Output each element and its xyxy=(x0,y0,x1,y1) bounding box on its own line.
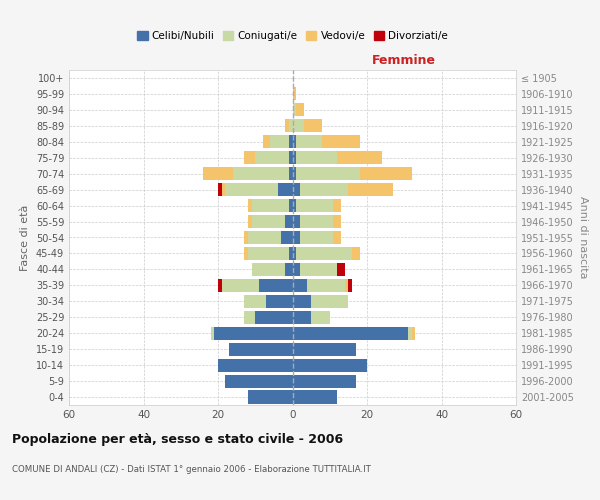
Bar xyxy=(270,135,289,148)
Bar xyxy=(266,295,293,308)
Bar xyxy=(296,104,304,117)
Bar xyxy=(293,342,356,355)
Bar xyxy=(293,295,311,308)
Bar xyxy=(244,151,255,164)
Bar xyxy=(248,390,293,404)
Bar xyxy=(251,199,289,212)
Bar xyxy=(311,310,330,324)
Bar xyxy=(218,279,222,292)
Bar xyxy=(352,247,359,260)
Bar xyxy=(244,247,248,260)
Bar xyxy=(255,151,289,164)
Bar xyxy=(337,263,344,276)
Bar xyxy=(263,135,270,148)
Bar xyxy=(259,279,293,292)
Bar xyxy=(293,151,296,164)
Bar xyxy=(293,167,296,180)
Bar xyxy=(293,310,311,324)
Bar xyxy=(293,183,300,196)
Bar xyxy=(293,88,296,101)
Bar xyxy=(222,183,226,196)
Bar xyxy=(289,135,293,148)
Bar xyxy=(311,295,349,308)
Bar xyxy=(222,279,259,292)
Bar xyxy=(293,358,367,372)
Bar xyxy=(349,279,352,292)
Bar xyxy=(203,167,233,180)
Bar xyxy=(281,231,293,244)
Legend: Celibi/Nubili, Coniugati/e, Vedovi/e, Divorziati/e: Celibi/Nubili, Coniugati/e, Vedovi/e, Di… xyxy=(133,26,452,45)
Bar xyxy=(229,342,293,355)
Bar xyxy=(255,310,293,324)
Bar xyxy=(296,247,352,260)
Text: Femmine: Femmine xyxy=(372,54,436,66)
Bar xyxy=(293,263,300,276)
Bar xyxy=(248,199,251,212)
Bar xyxy=(296,151,337,164)
Bar xyxy=(322,135,359,148)
Bar xyxy=(226,374,293,388)
Bar xyxy=(293,135,296,148)
Bar xyxy=(289,247,293,260)
Text: COMUNE DI ANDALI (CZ) - Dati ISTAT 1° gennaio 2006 - Elaborazione TUTTITALIA.IT: COMUNE DI ANDALI (CZ) - Dati ISTAT 1° ge… xyxy=(12,465,371,474)
Bar xyxy=(289,120,293,132)
Bar xyxy=(296,199,334,212)
Bar xyxy=(226,183,278,196)
Bar xyxy=(244,231,248,244)
Bar xyxy=(214,326,293,340)
Bar xyxy=(244,310,255,324)
Bar xyxy=(300,263,337,276)
Bar xyxy=(300,183,349,196)
Bar xyxy=(244,295,266,308)
Bar xyxy=(334,231,341,244)
Bar xyxy=(293,215,300,228)
Bar xyxy=(349,183,393,196)
Bar xyxy=(251,263,285,276)
Bar xyxy=(293,279,307,292)
Bar xyxy=(218,183,222,196)
Y-axis label: Fasce di età: Fasce di età xyxy=(20,204,30,270)
Bar xyxy=(211,326,214,340)
Bar xyxy=(218,358,293,372)
Bar xyxy=(289,151,293,164)
Bar xyxy=(408,326,412,340)
Bar xyxy=(337,151,382,164)
Bar xyxy=(334,215,341,228)
Bar xyxy=(285,120,289,132)
Bar xyxy=(293,247,296,260)
Bar xyxy=(278,183,293,196)
Bar xyxy=(334,199,341,212)
Bar xyxy=(285,263,293,276)
Bar xyxy=(293,120,304,132)
Bar xyxy=(248,231,281,244)
Bar xyxy=(285,215,293,228)
Bar xyxy=(359,167,412,180)
Y-axis label: Anni di nascita: Anni di nascita xyxy=(578,196,587,279)
Bar xyxy=(251,215,285,228)
Bar xyxy=(293,374,356,388)
Bar xyxy=(289,199,293,212)
Bar xyxy=(293,326,408,340)
Bar xyxy=(289,167,293,180)
Bar xyxy=(412,326,415,340)
Bar xyxy=(293,199,296,212)
Bar xyxy=(293,390,337,404)
Bar xyxy=(293,231,300,244)
Text: Popolazione per età, sesso e stato civile - 2006: Popolazione per età, sesso e stato civil… xyxy=(12,432,343,446)
Bar xyxy=(248,247,289,260)
Bar xyxy=(296,135,322,148)
Bar xyxy=(344,279,349,292)
Bar xyxy=(307,279,344,292)
Bar xyxy=(300,215,334,228)
Bar xyxy=(233,167,289,180)
Bar xyxy=(296,167,359,180)
Bar xyxy=(300,231,334,244)
Bar xyxy=(293,104,296,117)
Bar xyxy=(304,120,322,132)
Bar xyxy=(248,215,251,228)
